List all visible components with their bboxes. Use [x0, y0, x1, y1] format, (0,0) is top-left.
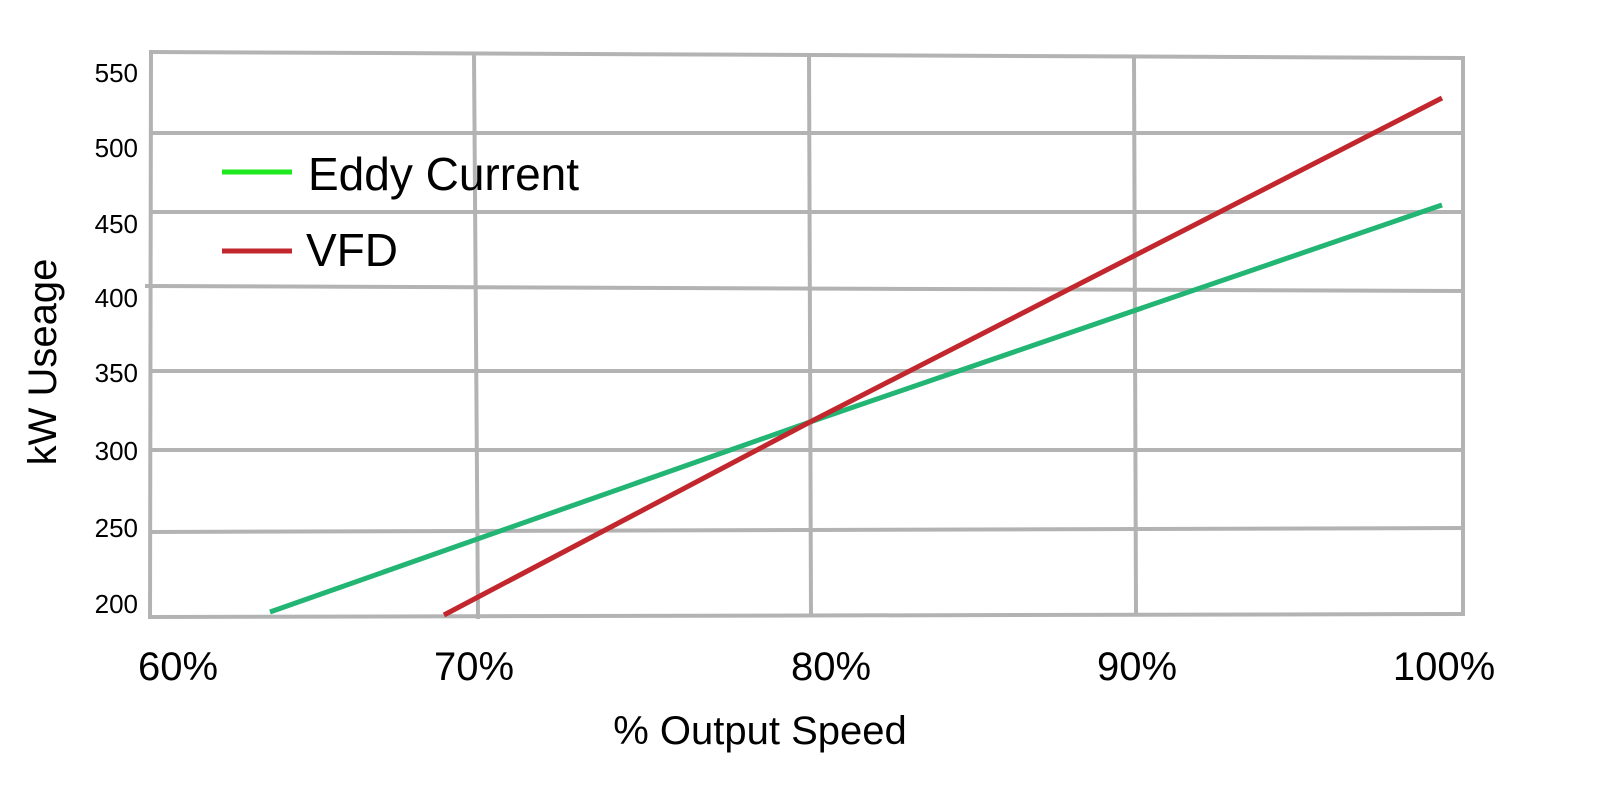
- gridline-250: [149, 526, 1466, 534]
- x-tick-label: 80%: [791, 645, 871, 689]
- x-axis-ticks: 60% 70% 80% 90% 100%: [138, 645, 1495, 689]
- series-line-eddy-current: [269, 202, 1443, 615]
- y-tick-label: 400: [95, 283, 138, 313]
- y-tick-label: 350: [95, 358, 138, 388]
- legend: Eddy Current VFD: [222, 148, 579, 276]
- x-tick-label: 100%: [1393, 645, 1495, 689]
- gridline-90: [1132, 55, 1138, 616]
- y-axis-title: kW Useage: [21, 259, 65, 466]
- legend-label-vfd: VFD: [306, 224, 398, 276]
- y-tick-label: 250: [95, 513, 138, 543]
- x-tick-label: 70%: [434, 645, 514, 689]
- x-tick-label: 90%: [1097, 645, 1177, 689]
- grid: [144, 49, 1466, 620]
- y-tick-label: 500: [95, 133, 138, 163]
- gridline-80: [807, 55, 813, 618]
- gridline-400: [144, 284, 1466, 293]
- legend-label-eddy-current: Eddy Current: [308, 148, 579, 200]
- y-tick-label: 550: [95, 58, 138, 88]
- gridline-60: [148, 49, 153, 620]
- gridline-70: [472, 53, 480, 620]
- y-tick-label: 300: [95, 436, 138, 466]
- y-axis-ticks: 550 500 450 400 350 300 250 200: [95, 58, 138, 619]
- series-line-vfd: [442, 95, 1444, 618]
- gridline-550: [149, 50, 1466, 60]
- y-tick-label: 200: [95, 589, 138, 619]
- y-tick-label: 450: [95, 209, 138, 239]
- gridline-200: [149, 612, 1466, 619]
- x-axis-title: % Output Speed: [613, 709, 907, 753]
- x-tick-label: 60%: [138, 645, 218, 689]
